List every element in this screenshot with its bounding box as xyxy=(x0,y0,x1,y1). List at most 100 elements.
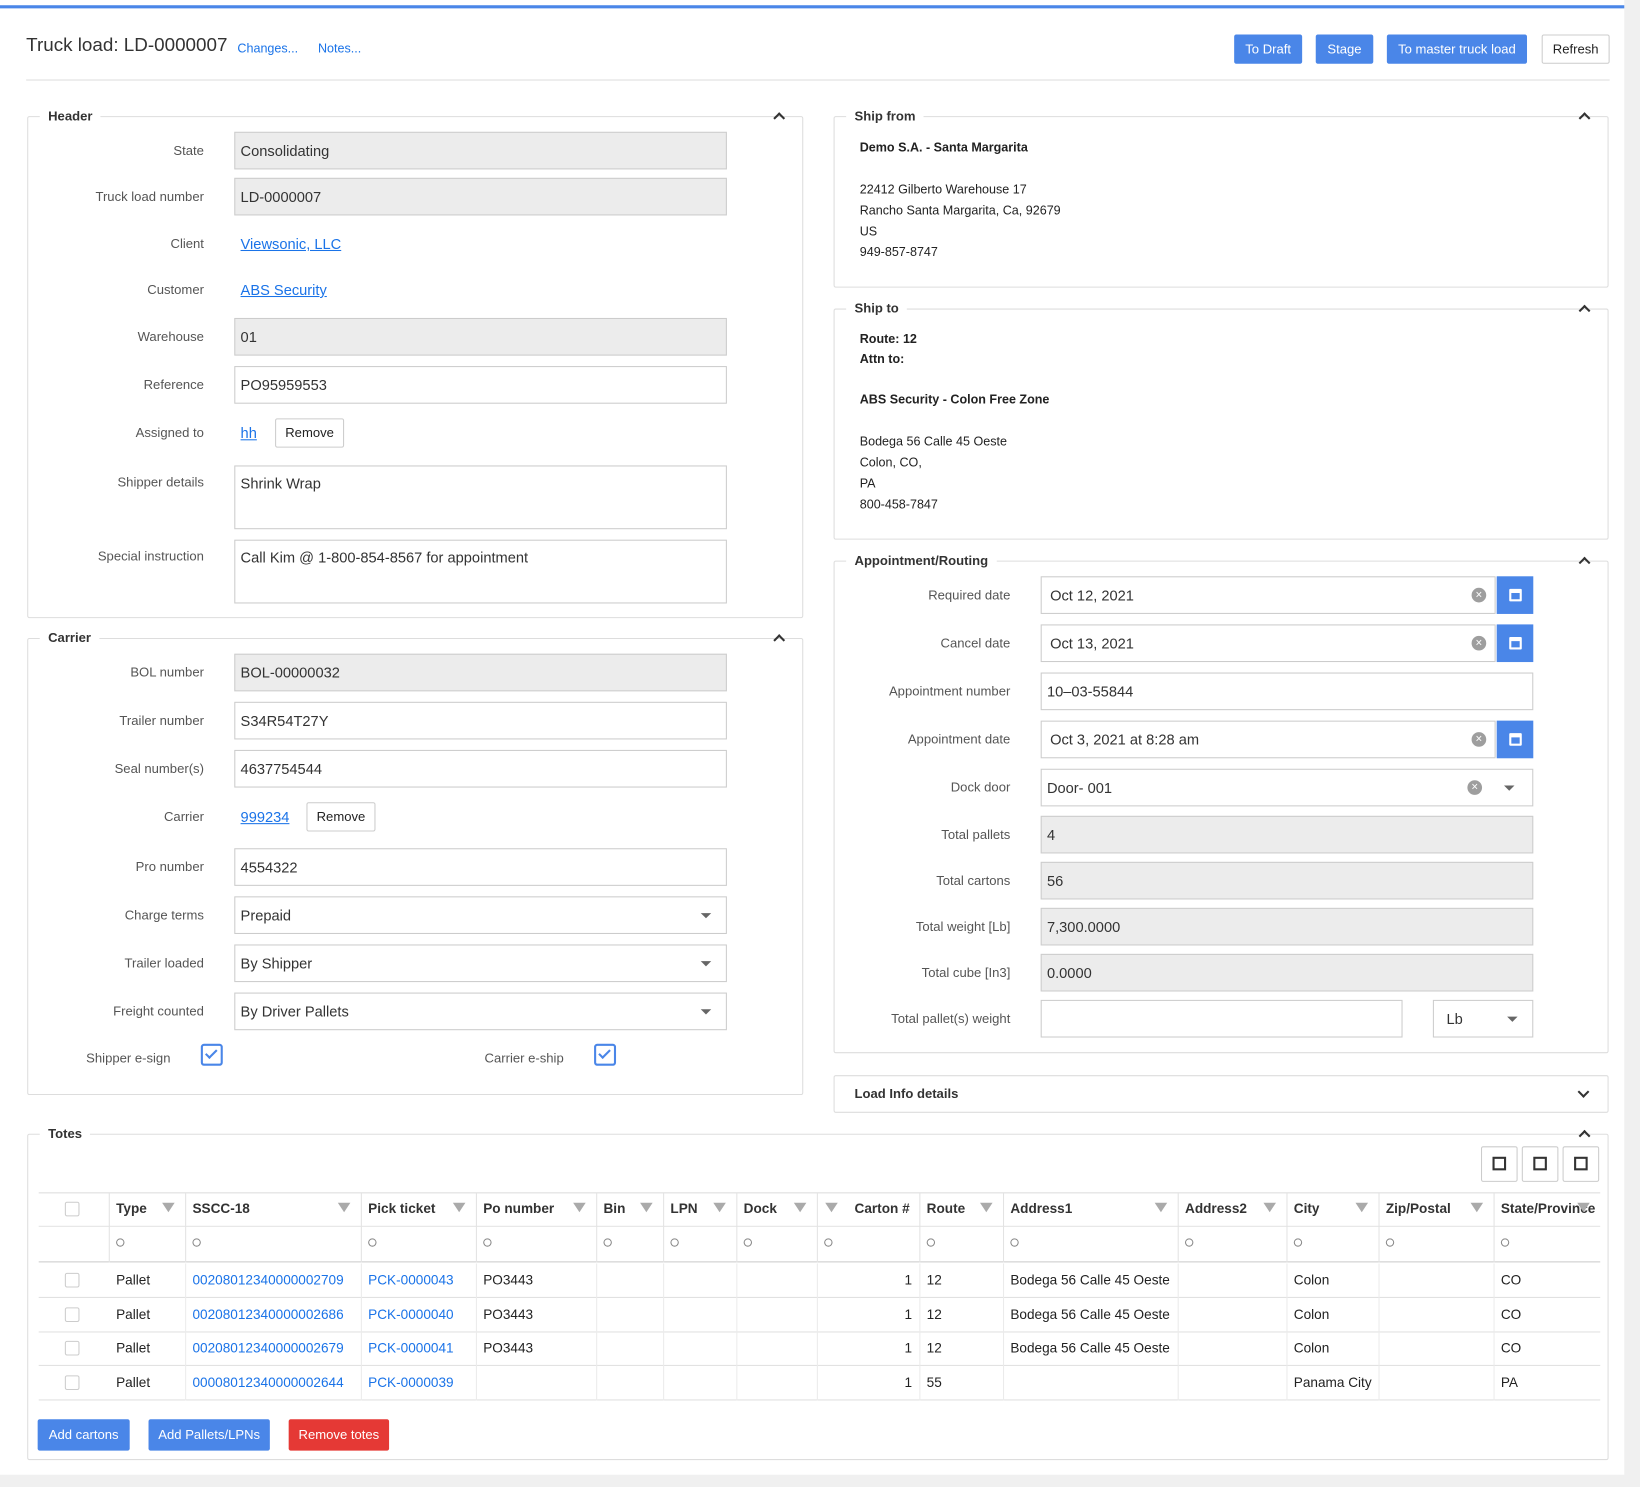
column-divider xyxy=(476,1263,477,1298)
input-box[interactable] xyxy=(1041,769,1534,807)
header-checkbox[interactable] xyxy=(65,1202,80,1217)
row-checkbox[interactable] xyxy=(65,1273,80,1288)
table-cell: PO3443 xyxy=(483,1304,533,1325)
table-cell: Colon xyxy=(1294,1270,1330,1291)
row-checkbox[interactable] xyxy=(65,1341,80,1356)
remove-button[interactable]: Remove xyxy=(275,418,344,447)
input-box[interactable] xyxy=(234,848,727,886)
table-link[interactable]: 00208012340000002679 xyxy=(192,1338,343,1359)
filter-icon[interactable] xyxy=(573,1203,586,1212)
header-button[interactable]: To Draft xyxy=(1234,35,1302,64)
clear-icon[interactable]: × xyxy=(1472,588,1487,603)
table-cell: CO xyxy=(1501,1270,1521,1291)
input-box xyxy=(1041,862,1534,900)
filter-icon[interactable] xyxy=(980,1203,993,1212)
input-box xyxy=(234,318,727,356)
column-divider xyxy=(1178,1331,1179,1366)
filter-icon[interactable] xyxy=(713,1203,726,1212)
column-divider xyxy=(1178,1297,1179,1332)
filter-icon[interactable] xyxy=(453,1203,466,1212)
dropdown-arrow xyxy=(1504,785,1514,790)
table-cell: Colon xyxy=(1294,1304,1330,1325)
clear-icon[interactable]: × xyxy=(1472,732,1487,747)
filter-icon[interactable] xyxy=(1155,1203,1168,1212)
column-divider xyxy=(109,1192,110,1262)
table-link[interactable]: PCK-0000039 xyxy=(368,1372,453,1393)
field-link[interactable]: ABS Security xyxy=(241,279,327,300)
column-divider xyxy=(736,1192,737,1262)
column-header: Zip/Postal xyxy=(1386,1199,1451,1220)
input-value: LD-0000007 xyxy=(241,186,322,207)
column-divider xyxy=(736,1297,737,1332)
column-divider xyxy=(596,1192,597,1262)
filter-icon[interactable] xyxy=(1471,1203,1484,1212)
field-label: Required date xyxy=(780,585,1010,606)
filter-icon[interactable] xyxy=(794,1203,807,1212)
field-label: Carrier xyxy=(0,806,204,827)
field-label: Warehouse xyxy=(0,326,204,347)
search-icon xyxy=(483,1238,491,1246)
table-link[interactable]: 00208012340000002686 xyxy=(192,1304,343,1325)
action-button[interactable]: Add Pallets/LPNs xyxy=(149,1419,270,1450)
column-divider xyxy=(1494,1297,1495,1332)
table-cell: PO3443 xyxy=(483,1270,533,1291)
field-link[interactable]: hh xyxy=(241,423,257,444)
column-divider xyxy=(1178,1192,1179,1262)
input-value: Door- 001 xyxy=(1047,777,1112,798)
column-divider xyxy=(663,1331,664,1366)
checkbox-label: Shipper e-sign xyxy=(14,1048,171,1069)
column-divider xyxy=(1178,1365,1179,1400)
column-divider xyxy=(736,1365,737,1400)
table-cell: PO3443 xyxy=(483,1338,533,1359)
column-divider xyxy=(919,1192,920,1262)
filter-icon[interactable] xyxy=(1355,1203,1368,1212)
header-button[interactable]: Stage xyxy=(1316,35,1374,64)
filter-icon[interactable] xyxy=(825,1203,838,1212)
input-value: By Shipper xyxy=(241,953,313,974)
table-link[interactable]: 00008012340000002644 xyxy=(192,1372,343,1393)
address-line: Demo S.A. - Santa Margarita xyxy=(860,138,1028,157)
table-link[interactable]: PCK-0000040 xyxy=(368,1304,453,1325)
field-link[interactable]: 999234 xyxy=(241,806,290,827)
filter-icon[interactable] xyxy=(338,1203,351,1212)
column-divider xyxy=(476,1192,477,1262)
table-link[interactable]: PCK-0000043 xyxy=(368,1270,453,1291)
table-link[interactable]: PCK-0000041 xyxy=(368,1338,453,1359)
header-button[interactable]: Refresh xyxy=(1542,35,1610,64)
action-button[interactable]: Remove totes xyxy=(289,1419,389,1450)
header-link[interactable]: Changes... xyxy=(237,40,298,57)
column-divider xyxy=(1494,1263,1495,1298)
filter-icon[interactable] xyxy=(1263,1203,1276,1212)
field-label: Cancel date xyxy=(780,633,1010,654)
column-divider xyxy=(1286,1365,1287,1400)
clear-icon[interactable]: × xyxy=(1472,636,1487,651)
row-checkbox[interactable] xyxy=(65,1307,80,1322)
filter-icon[interactable] xyxy=(162,1203,175,1212)
search-icon xyxy=(744,1238,752,1246)
input-value: Lb xyxy=(1446,1008,1462,1029)
input-box[interactable] xyxy=(1041,1000,1403,1038)
field-link[interactable]: Viewsonic, LLC xyxy=(241,233,342,254)
column-header: Carton # xyxy=(855,1199,910,1220)
column-divider xyxy=(476,1297,477,1332)
column-divider xyxy=(1494,1331,1495,1366)
calendar-icon xyxy=(1509,589,1522,602)
table-link[interactable]: 00208012340000002709 xyxy=(192,1270,343,1291)
header-button[interactable]: To master truck load xyxy=(1387,35,1527,64)
input-box[interactable] xyxy=(234,896,727,934)
row-checkbox[interactable] xyxy=(65,1375,80,1390)
input-value: Oct 12, 2021 xyxy=(1050,585,1134,606)
column-divider xyxy=(736,1263,737,1298)
header-link[interactable]: Notes... xyxy=(318,40,361,57)
remove-button[interactable]: Remove xyxy=(306,802,375,831)
input-value: 7,300.0000 xyxy=(1047,916,1120,937)
action-button[interactable]: Add cartons xyxy=(38,1419,130,1450)
clear-icon[interactable]: × xyxy=(1467,780,1482,795)
input-value: Oct 13, 2021 xyxy=(1050,633,1134,654)
column-divider xyxy=(1378,1331,1379,1366)
field-label: Total pallet(s) weight xyxy=(780,1008,1010,1029)
filter-icon[interactable] xyxy=(1577,1203,1590,1212)
filter-icon[interactable] xyxy=(640,1203,653,1212)
column-divider xyxy=(1003,1297,1004,1332)
dropdown-arrow xyxy=(701,961,711,966)
